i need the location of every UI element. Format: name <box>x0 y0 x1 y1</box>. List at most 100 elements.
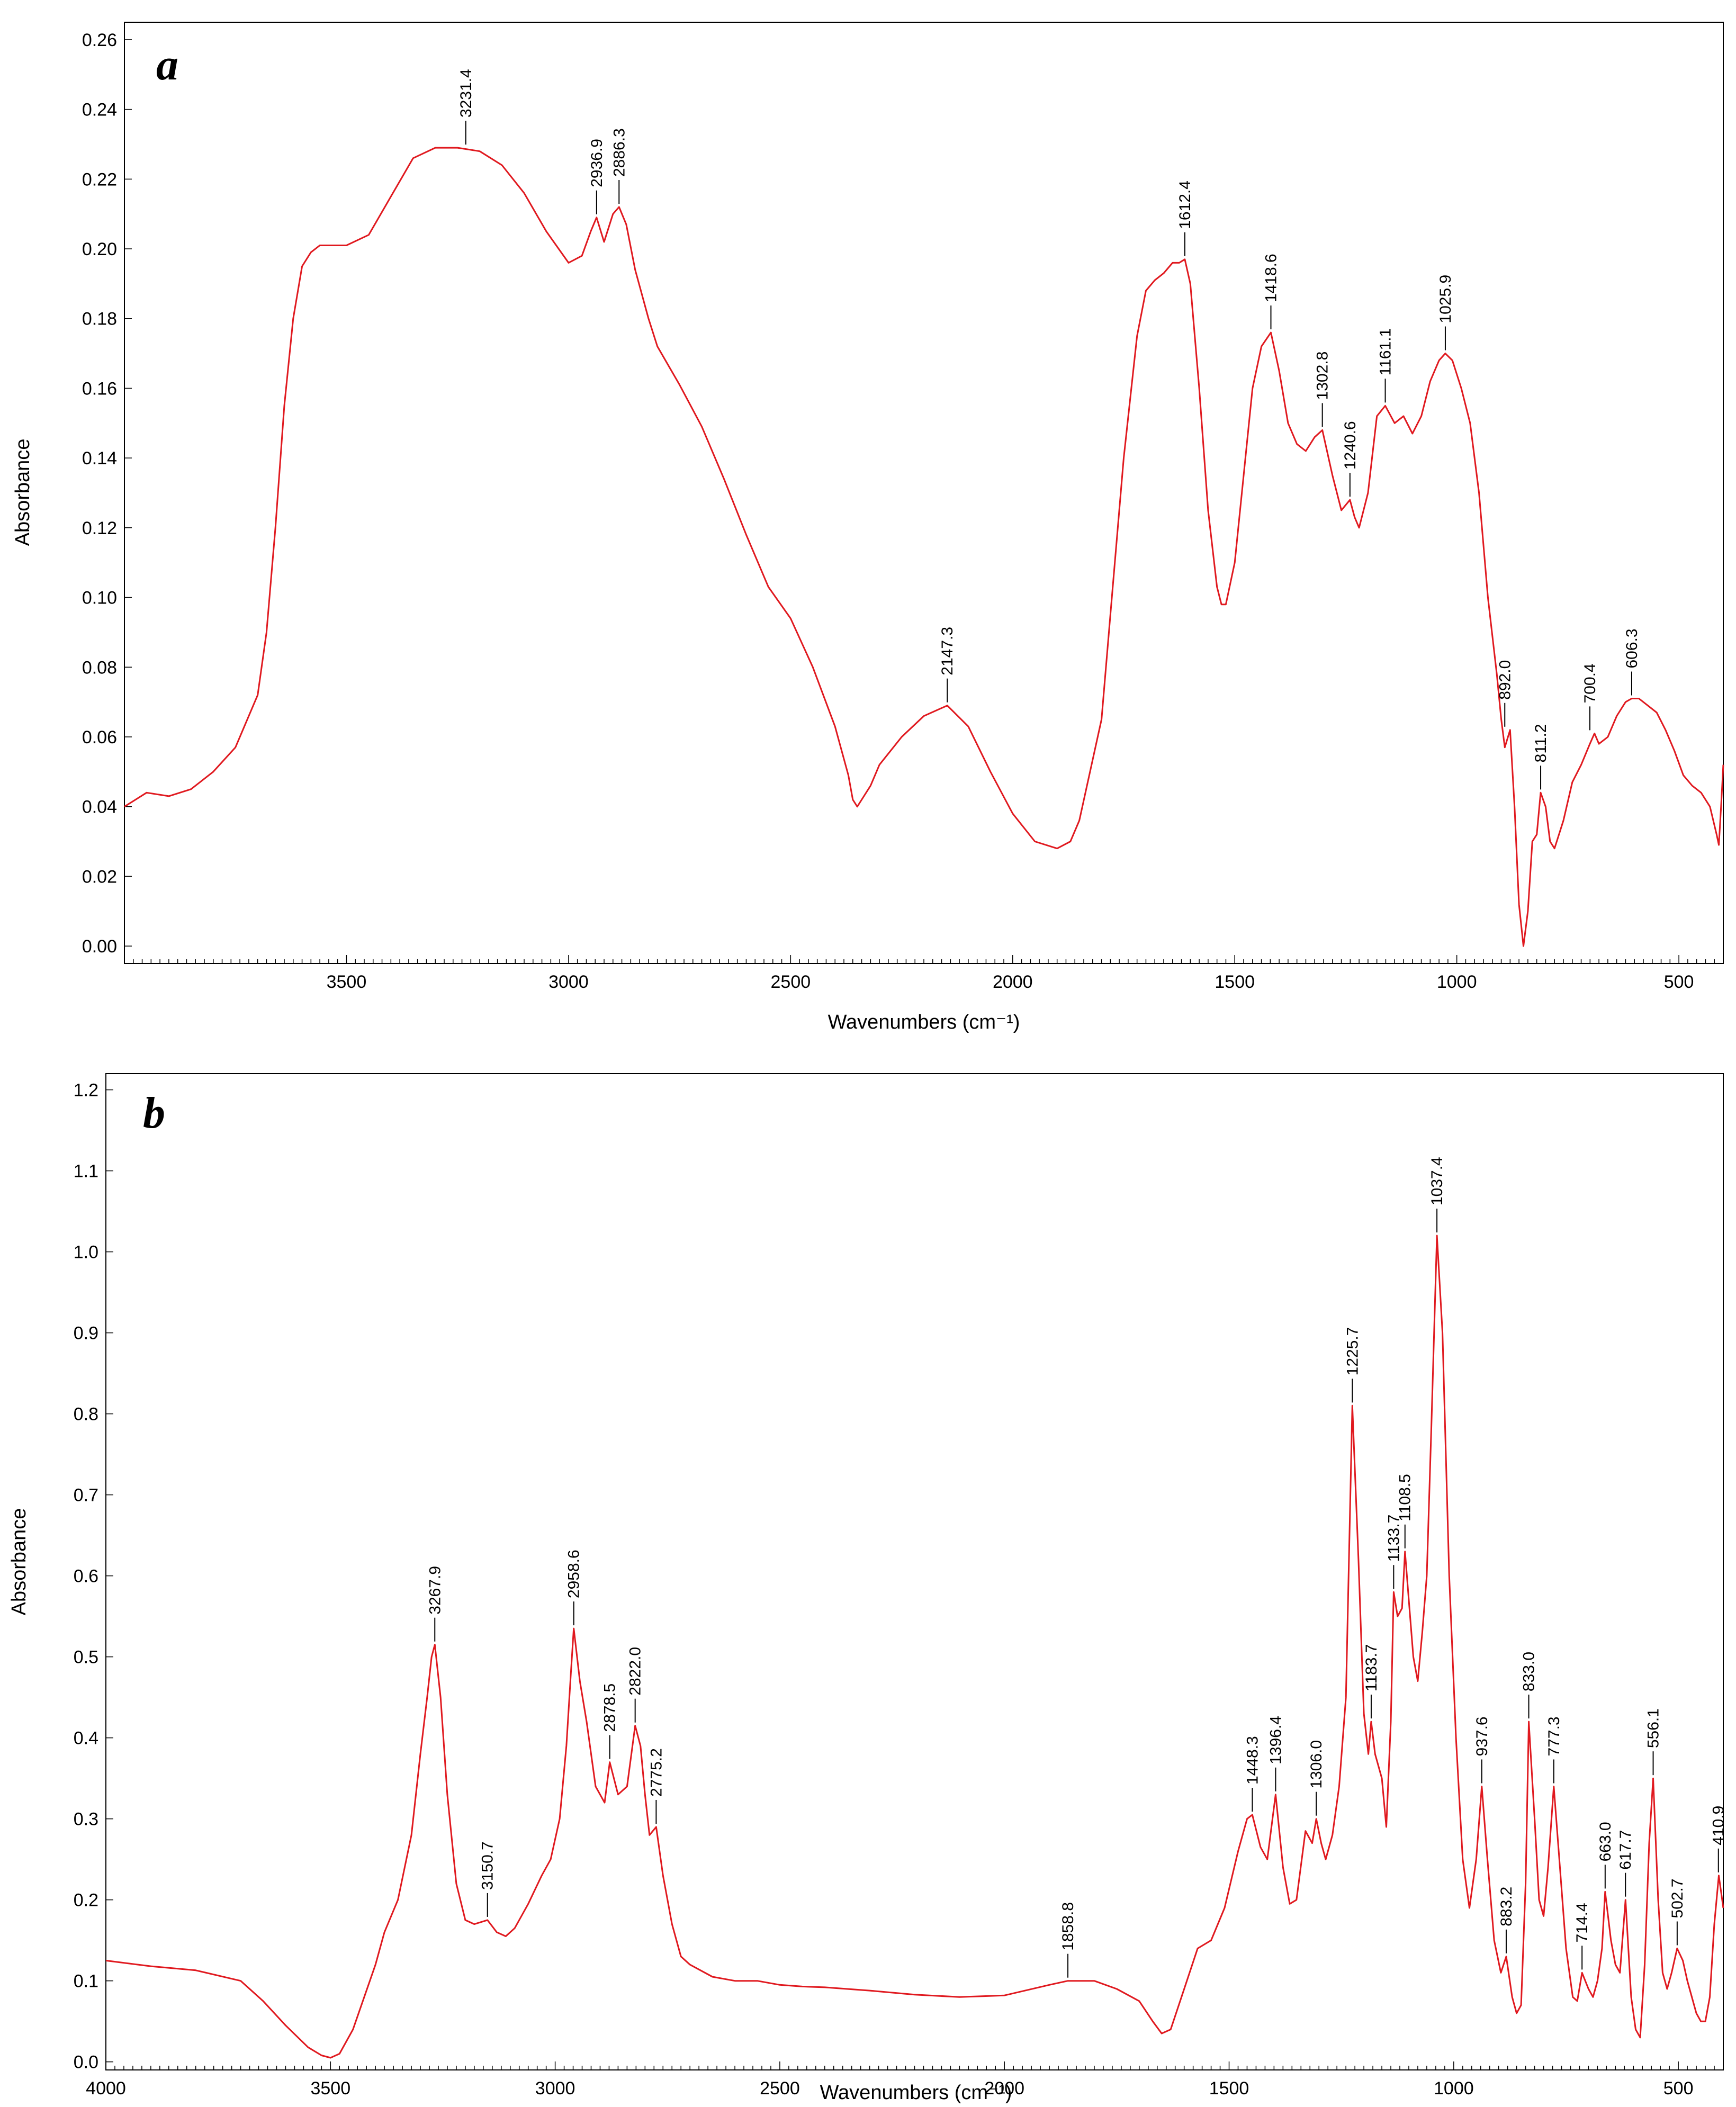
peak-label: 1448.3 <box>1244 1736 1261 1785</box>
peak-label: 1396.4 <box>1267 1716 1284 1764</box>
peak-label: 3150.7 <box>479 1841 497 1890</box>
peak-label: 714.4 <box>1573 1903 1591 1942</box>
peak-label: 700.4 <box>1581 663 1599 703</box>
peak-label: 1240.6 <box>1342 421 1359 470</box>
peak-label: 937.6 <box>1473 1716 1491 1756</box>
y-tick-label: 0.14 <box>82 448 117 469</box>
peak-label: 410.9 <box>1710 1806 1728 1845</box>
spectrum-series-a <box>124 147 1724 947</box>
spectrum-series-b <box>105 1235 1724 2059</box>
y-tick-label: 0.6 <box>74 1566 98 1587</box>
x-axis-title-b: Wavenumbers (cm⁻¹) <box>820 2082 1012 2104</box>
x-tick-label: 2500 <box>771 972 811 992</box>
y-tick-label: 0.08 <box>82 658 117 678</box>
peak-label: 606.3 <box>1623 628 1641 668</box>
chart-panel-a: 3500 3000 2500 2000 1500 1000 500 0.00 0.02 0.04… <box>12 22 1724 1033</box>
y-tick-label: 0.04 <box>82 797 117 817</box>
y-tick-label: 0.7 <box>74 1485 98 1506</box>
y-tick-label: 0.18 <box>82 309 117 329</box>
chart-panel-b: 4000 3500 3000 2500 2000 1500 1000 500 0.00.10.… <box>8 1073 1728 2104</box>
y-tick-label: 0.1 <box>74 1971 98 1992</box>
y-axis-title-b: Absorbance <box>8 1508 30 1616</box>
x-tick-label: 1000 <box>1437 972 1477 992</box>
peak-label: 1225.7 <box>1344 1327 1361 1376</box>
y-tick-label: 0.3 <box>74 1809 98 1830</box>
y-tick-label: 0.22 <box>82 169 117 190</box>
x-tick-label: 3500 <box>310 2078 350 2099</box>
x-tick-label: 2000 <box>993 972 1033 992</box>
peak-label: 617.7 <box>1617 1830 1634 1870</box>
y-tick-label: 1.2 <box>74 1080 98 1101</box>
peak-label: 502.7 <box>1669 1878 1686 1918</box>
y-tick-label: 0.10 <box>82 588 117 608</box>
y-tick-label: 1.0 <box>74 1242 98 1263</box>
x-axis-a: 3500 3000 2500 2000 1500 1000 500 <box>124 955 1724 992</box>
peak-label: 883.2 <box>1498 1887 1515 1926</box>
peak-label: 811.2 <box>1532 724 1550 762</box>
spectrum-line-a <box>124 147 1724 947</box>
y-tick-label: 0.16 <box>82 379 117 399</box>
x-tick-label: 500 <box>1664 972 1694 992</box>
y-tick-label: 0.06 <box>82 727 117 748</box>
peak-label: 2147.3 <box>939 627 956 676</box>
peak-label: 777.3 <box>1545 1716 1563 1756</box>
y-tick-label: 0.02 <box>82 867 117 887</box>
peak-label: 1161.1 <box>1377 328 1395 376</box>
y-tick-label: 1.1 <box>74 1161 98 1182</box>
peak-annotations-a: 3231.4 2936.9 2886.3 2147.3 1612.4 1418.6 1302… <box>457 69 1641 790</box>
y-axis-title-a: Absorbance <box>12 439 34 546</box>
spectrum-line-b <box>105 1235 1724 2059</box>
peak-label: 1302.8 <box>1314 352 1332 400</box>
peak-label: 1037.4 <box>1428 1157 1446 1205</box>
x-tick-label: 1500 <box>1209 2078 1249 2099</box>
peak-label: 1108.5 <box>1397 1474 1414 1521</box>
peak-label: 2878.5 <box>601 1683 619 1732</box>
x-tick-label: 3000 <box>548 972 589 992</box>
y-tick-label: 0.5 <box>74 1647 98 1668</box>
peak-label: 556.1 <box>1645 1708 1662 1748</box>
x-axis-b: 4000 3500 3000 2500 2000 1500 1000 500 <box>86 2061 1724 2099</box>
peak-label: 2958.6 <box>565 1550 583 1598</box>
x-tick-label: 2000 <box>984 2078 1024 2099</box>
peak-label: 1025.9 <box>1437 275 1454 323</box>
peak-label: 2822.0 <box>627 1647 644 1696</box>
peak-label: 2886.3 <box>610 128 628 177</box>
peak-label: 663.0 <box>1597 1822 1614 1861</box>
panel-letter-b: b <box>143 1088 165 1138</box>
x-tick-label: 3500 <box>327 972 367 992</box>
y-tick-label: 0.00 <box>82 937 117 957</box>
panel-letter-a: a <box>156 40 178 89</box>
x-tick-label: 2500 <box>760 2078 800 2099</box>
x-tick-label: 500 <box>1663 2078 1694 2099</box>
peak-label: 3231.4 <box>457 69 475 118</box>
x-tick-label: 4000 <box>86 2078 126 2099</box>
peak-label: 1418.6 <box>1263 254 1280 302</box>
y-tick-label: 0.0 <box>74 2052 98 2073</box>
peak-label: 833.0 <box>1521 1652 1538 1691</box>
peak-label: 892.0 <box>1496 660 1514 700</box>
y-axis-a: 0.00 0.02 0.04 0.06 0.08 0.10 0.12 0.14 0.16 0.18… <box>82 30 132 957</box>
peak-label: 1133.7 <box>1385 1515 1402 1562</box>
x-tick-label: 3000 <box>535 2078 575 2099</box>
x-axis-title-a: Wavenumbers (cm⁻¹) <box>828 1011 1020 1033</box>
x-tick-label: 1000 <box>1434 2078 1474 2099</box>
peak-label: 2775.2 <box>647 1748 665 1797</box>
y-tick-label: 0.12 <box>82 518 117 538</box>
peak-annotations-b: 3267.9 3150.7 2958.6 2878.5 2822.0 2775.2 1858… <box>426 1157 1728 1978</box>
y-tick-label: 0.20 <box>82 239 117 259</box>
y-axis-b: 0.0 0.1 0.2 0.3 0.4 0.5 0.6 0.7 0.8 0.9 1.0 1.1 1.2 <box>74 1080 113 2073</box>
peak-label: 1612.4 <box>1176 181 1194 229</box>
y-tick-label: 0.24 <box>82 100 117 120</box>
y-tick-label: 0.26 <box>82 30 117 50</box>
y-tick-label: 0.9 <box>74 1323 98 1344</box>
y-tick-label: 0.2 <box>74 1890 98 1911</box>
peak-label: 1306.0 <box>1308 1740 1325 1789</box>
y-tick-label: 0.8 <box>74 1404 98 1425</box>
peak-label: 1183.7 <box>1363 1644 1380 1692</box>
peak-label: 1858.8 <box>1059 1902 1077 1951</box>
peak-label: 2936.9 <box>588 139 606 187</box>
x-tick-label: 1500 <box>1215 972 1255 992</box>
y-tick-label: 0.4 <box>74 1728 98 1749</box>
peak-label: 3267.9 <box>426 1566 444 1615</box>
